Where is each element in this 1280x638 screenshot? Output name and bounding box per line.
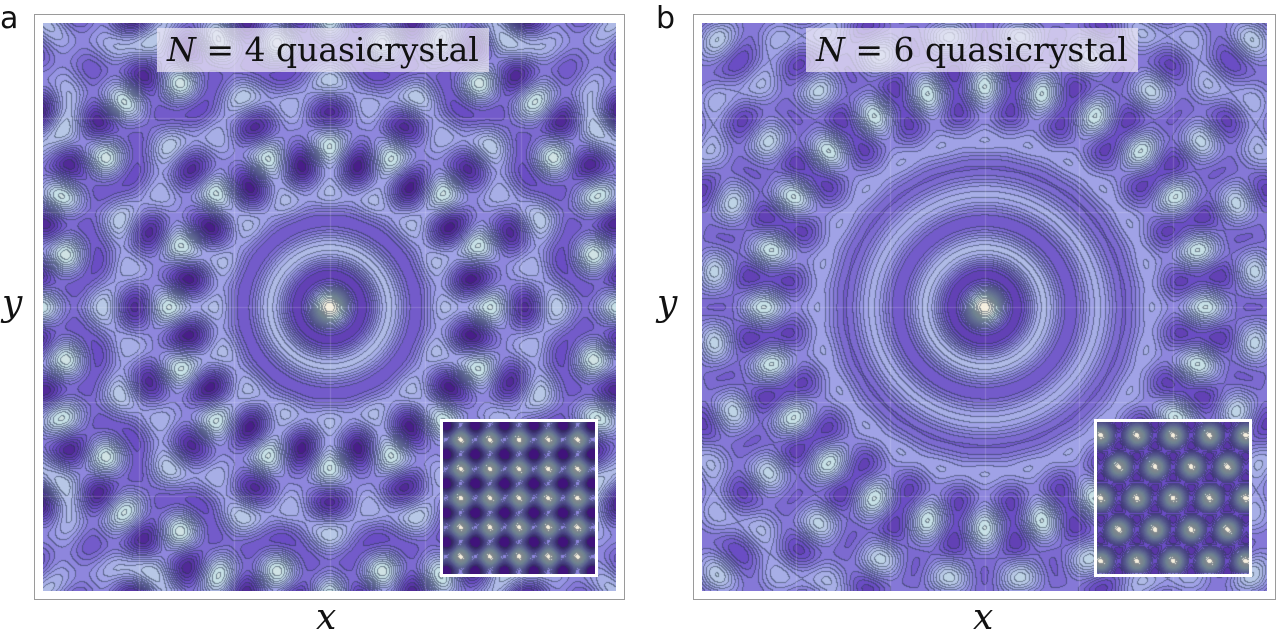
panel-a-inset-square-lattice [440, 419, 598, 577]
panel-b-inset-plot [1097, 422, 1249, 574]
panel-b-title: N = 6 quasicrystal [806, 28, 1138, 72]
panel-b-title-variable: N [816, 30, 845, 69]
panel-a-xlabel: x [316, 597, 337, 638]
panel-a-plot-frame: N = 4 quasicrystal [34, 14, 625, 600]
panel-a-inset-plot [443, 422, 595, 574]
panel-a-ylabel: y [2, 283, 23, 324]
panel-a-letter: a [0, 1, 19, 36]
panel-b-ylabel: y [657, 283, 678, 324]
panel-b-xlabel: x [973, 597, 994, 638]
panel-a-title-text: = 4 quasicrystal [195, 30, 479, 69]
panel-a-title-variable: N [167, 30, 196, 69]
panel-b-inset-hexagonal-lattice [1094, 419, 1252, 577]
panel-b-letter: b [656, 1, 676, 36]
panel-b-title-text: = 6 quasicrystal [844, 30, 1128, 69]
panel-a-title: N = 4 quasicrystal [157, 28, 489, 72]
panel-b-plot-frame: N = 6 quasicrystal [693, 14, 1276, 600]
